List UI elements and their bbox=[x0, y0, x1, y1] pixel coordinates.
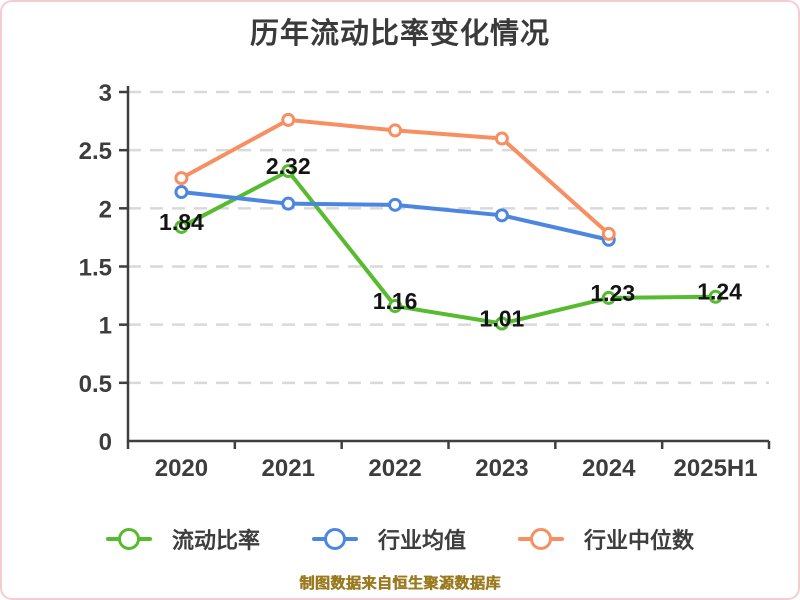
legend-swatch-current-ratio bbox=[105, 527, 152, 551]
data-point-marker bbox=[601, 290, 616, 305]
chart-title: 历年流动比率变化情况 bbox=[249, 18, 550, 50]
x-axis-tick-label: 2024 bbox=[582, 455, 636, 482]
legend: 流动比率 行业均值 行业中位数 bbox=[2, 523, 798, 555]
series-行业均值 bbox=[174, 185, 616, 247]
axes bbox=[119, 86, 771, 449]
series-行业中位数 bbox=[174, 112, 616, 241]
legend-circle-marker-icon bbox=[530, 528, 552, 550]
point-value-label: 2.32 bbox=[266, 153, 311, 179]
x-axis-tick-label: 2022 bbox=[368, 455, 421, 482]
legend-swatch-industry-mean bbox=[311, 527, 358, 551]
legend-circle-marker-icon bbox=[117, 528, 140, 550]
point-value-labels: 1.84 2.32 1.16 1.01 1.23 1.24 bbox=[159, 153, 742, 331]
legend-swatch-industry-median bbox=[518, 527, 564, 551]
legend-label-industry-median: 行业中位数 bbox=[584, 528, 695, 553]
series-流动比率 bbox=[174, 164, 723, 331]
y-axis-tick-label: 1 bbox=[99, 313, 112, 340]
y-axis-tick-label: 3 bbox=[99, 80, 112, 107]
y-axis-tick-label: 0.5 bbox=[79, 371, 112, 398]
data-point-marker bbox=[174, 171, 189, 186]
y-axis-tick-label: 2.5 bbox=[79, 138, 112, 165]
point-value-label: 1.23 bbox=[590, 280, 635, 306]
legend-label-current-ratio: 流动比率 bbox=[171, 528, 260, 553]
data-point-marker bbox=[174, 185, 189, 200]
x-axis-tick-label: 2020 bbox=[155, 455, 208, 482]
data-point-marker bbox=[388, 299, 403, 314]
legend-item-industry-mean[interactable]: 行业均值 bbox=[311, 523, 466, 555]
point-value-label: 1.84 bbox=[159, 209, 204, 235]
y-axis-tick-label: 2 bbox=[99, 196, 112, 223]
data-point-marker bbox=[174, 219, 189, 234]
data-point-marker bbox=[601, 226, 616, 241]
x-axis-tick-label: 2023 bbox=[475, 455, 528, 482]
data-point-marker bbox=[281, 196, 296, 211]
data-point-marker bbox=[494, 131, 509, 146]
data-point-marker bbox=[281, 164, 296, 179]
legend-label-industry-mean: 行业均值 bbox=[377, 528, 466, 553]
point-value-label: 1.24 bbox=[697, 279, 742, 305]
y-axis-tick-label: 0 bbox=[99, 429, 112, 456]
point-value-label: 1.16 bbox=[373, 288, 418, 314]
data-point-marker bbox=[388, 123, 403, 138]
point-value-label: 1.01 bbox=[480, 306, 525, 332]
data-point-marker bbox=[494, 208, 509, 223]
legend-item-current-ratio[interactable]: 流动比率 bbox=[105, 523, 260, 555]
data-point-marker bbox=[388, 197, 403, 212]
data-source-note: 制图数据来自恒生聚源数据库 bbox=[299, 575, 501, 592]
data-point-marker bbox=[281, 112, 296, 127]
x-axis-tick-label: 2021 bbox=[262, 455, 315, 482]
legend-item-industry-median[interactable]: 行业中位数 bbox=[518, 523, 694, 555]
x-axis-tick-label: 2025H1 bbox=[674, 455, 758, 482]
y-axis-tick-label: 1.5 bbox=[79, 255, 112, 282]
legend-circle-marker-icon bbox=[323, 528, 346, 550]
data-point-marker bbox=[708, 289, 723, 304]
axis-tick-labels: 0 0.5 1 1.5 2 2.5 3 2020 2021 2022 2023 2024 2025H1 bbox=[79, 80, 758, 482]
data-point-marker bbox=[494, 316, 509, 331]
line-chart-canvas: 0 0.5 1 1.5 2 2.5 3 2020 2021 2022 2023 2024 2025H1 1… bbox=[79, 80, 771, 482]
